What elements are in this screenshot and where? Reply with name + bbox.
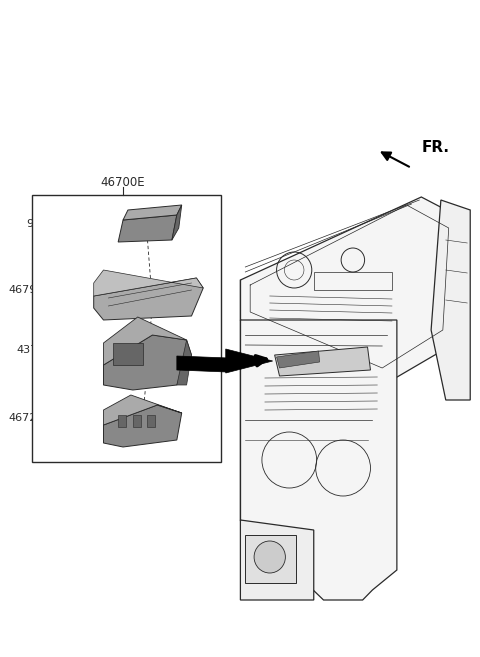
Polygon shape <box>94 270 203 296</box>
Polygon shape <box>240 197 465 380</box>
Text: 46700E: 46700E <box>101 175 145 189</box>
Polygon shape <box>172 205 182 240</box>
Polygon shape <box>276 351 320 368</box>
Polygon shape <box>275 347 371 376</box>
Text: FR.: FR. <box>421 141 449 156</box>
Polygon shape <box>104 317 187 365</box>
Bar <box>118 415 126 427</box>
Polygon shape <box>226 349 273 373</box>
Polygon shape <box>118 215 177 242</box>
Text: 46720C: 46720C <box>9 413 52 423</box>
Bar <box>133 415 141 427</box>
Polygon shape <box>177 340 192 385</box>
Polygon shape <box>177 356 228 372</box>
Bar <box>32 195 221 462</box>
Text: 46799A: 46799A <box>9 285 52 295</box>
Bar <box>314 272 392 290</box>
Polygon shape <box>104 395 182 425</box>
Bar <box>147 415 156 427</box>
Circle shape <box>254 541 286 573</box>
Text: 93766A: 93766A <box>26 219 69 229</box>
Polygon shape <box>240 320 397 600</box>
Text: 43715: 43715 <box>16 345 52 355</box>
Polygon shape <box>104 405 182 447</box>
Polygon shape <box>431 200 470 400</box>
Polygon shape <box>104 335 192 390</box>
Polygon shape <box>123 205 182 220</box>
Bar <box>113 343 143 365</box>
Bar <box>245 535 296 583</box>
Polygon shape <box>94 278 203 320</box>
Polygon shape <box>240 520 314 600</box>
